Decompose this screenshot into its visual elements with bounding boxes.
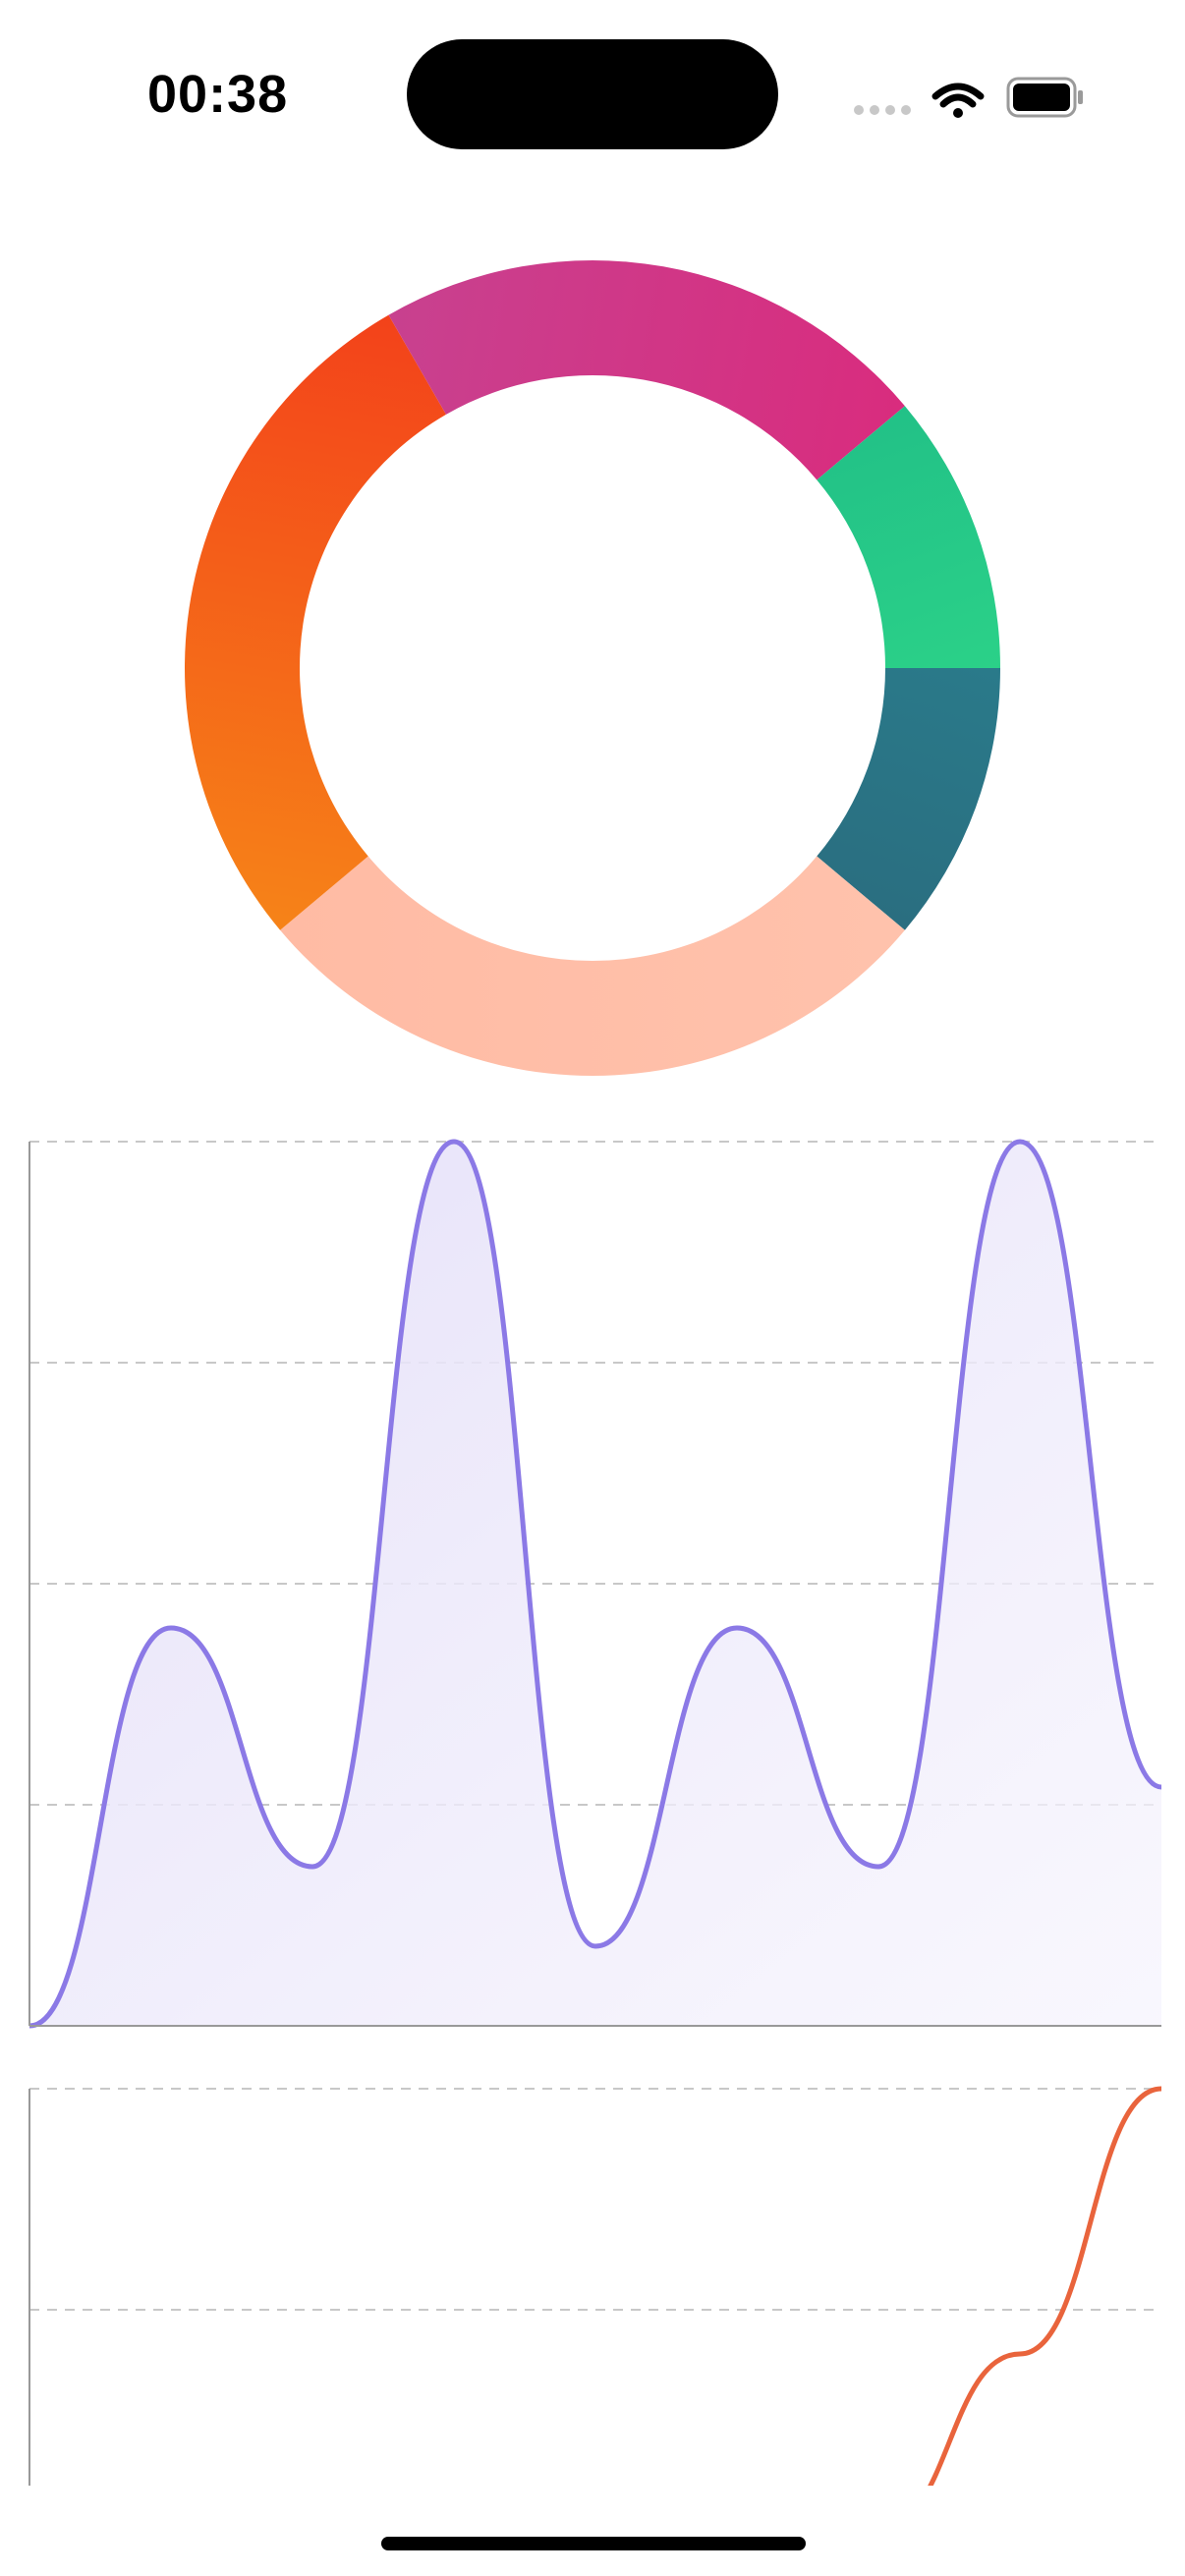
area-chart-svg bbox=[28, 1139, 1162, 2029]
line-series bbox=[928, 2086, 1162, 2486]
area-line bbox=[28, 1139, 1162, 2029]
donut-slice bbox=[817, 406, 1000, 668]
cellular-signal-icon bbox=[854, 105, 911, 115]
donut-chart bbox=[0, 196, 1185, 1081]
line-chart-svg bbox=[28, 2086, 1162, 2486]
battery-icon bbox=[1006, 77, 1083, 118]
donut-slice bbox=[280, 856, 905, 1076]
status-icons bbox=[845, 69, 1091, 124]
status-time: 00:38 bbox=[147, 65, 289, 124]
area-chart bbox=[0, 1120, 1185, 2044]
donut-chart-svg bbox=[185, 260, 1000, 1076]
dynamic-island bbox=[407, 39, 778, 149]
wifi-icon bbox=[931, 83, 985, 118]
area-fill bbox=[29, 1142, 1161, 2026]
donut-slice bbox=[388, 260, 905, 480]
status-bar: 00:38 bbox=[0, 0, 1185, 196]
home-indicator[interactable] bbox=[381, 2537, 806, 2550]
donut-slice bbox=[185, 314, 446, 930]
line-chart bbox=[0, 2063, 1185, 2486]
donut-slice bbox=[817, 668, 1000, 930]
